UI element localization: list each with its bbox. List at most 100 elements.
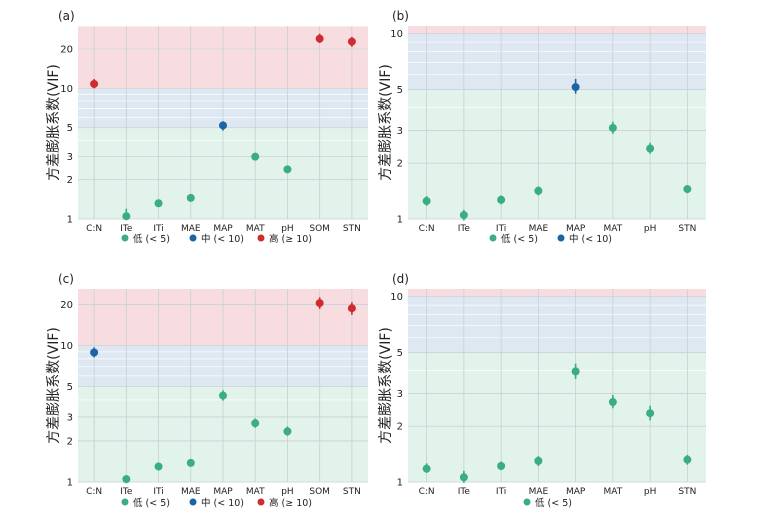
data-point-ph [283,427,292,436]
x-tick-label: pH [644,487,656,497]
x-tick-label: ITi [153,224,163,234]
data-point-ph [646,144,655,153]
y-tick-label: 10 [60,84,73,95]
y-tick-label: 10 [390,292,403,303]
chart-panel-1: 1 2 3 5 10 20 C:N ITe ITi MAE MAP MAT pH SOM STN 方差膨胀系数… [45,9,368,245]
x-tick-label: C:N [86,224,102,234]
y-tick-label: 3 [397,126,403,137]
data-point-mae [186,458,195,467]
vif-band-3 [408,289,706,297]
y-tick-label: 3 [67,412,73,423]
x-tick-label: SOM [309,487,330,497]
y-tick-label: 1 [397,215,403,226]
y-tick-label: 1 [397,478,403,489]
data-point-map [219,121,227,130]
data-point-mae [534,456,543,465]
x-tick-label: MAE [529,487,549,497]
y-tick-label: 10 [60,341,73,352]
chart-panel-3: 1 2 3 5 10 20 C:N ITe ITi MAE MAP MAT pH SOM STN 方差膨胀系数… [45,272,368,509]
y-axis-label: 方差膨胀系数(VIF) [45,327,62,444]
data-point-stn [347,37,356,46]
y-tick-label: 2 [397,422,403,433]
x-tick-label: C:N [419,487,435,497]
data-point-iti [154,462,163,471]
x-tick-label: ITe [120,224,133,234]
x-tick-label: MAP [566,487,586,497]
x-tick-label: MAE [181,487,201,497]
panel-label: (c) [58,272,74,286]
data-point-map [571,367,580,376]
legend-label-low: 低 (< 5) [535,497,572,509]
x-tick-label: MAP [213,487,233,497]
x-tick-label: C:N [419,224,435,234]
y-tick-label: 5 [67,123,73,134]
legend-marker-high [257,498,265,506]
data-point-stn [683,185,692,194]
x-tick-label: pH [281,487,293,497]
y-tick-label: 20 [60,45,73,56]
x-tick-label: pH [281,224,293,234]
y-tick-label: 2 [67,436,73,447]
x-tick-label: STN [343,224,361,234]
x-tick-label: SOM [309,224,330,234]
legend-label-low: 低 (< 5) [133,233,170,245]
data-point-map [219,391,227,400]
x-tick-label: MAT [604,487,623,497]
x-tick-label: ITe [458,487,471,497]
data-point-cn [90,348,99,357]
data-point-ite [459,211,468,220]
x-tick-label: STN [343,487,361,497]
y-tick-label: 3 [67,152,73,163]
x-tick-label: ITi [496,224,506,234]
x-tick-label: ITi [153,487,163,497]
data-point-ite [122,475,131,484]
x-tick-label: STN [678,487,696,497]
x-tick-label: MAP [213,224,233,234]
data-point-cn [90,79,99,88]
x-tick-label: STN [678,224,696,234]
y-axis-label: 方差膨胀系数(VIF) [377,327,394,444]
legend: 低 (< 5) [523,497,572,509]
data-point-cn [422,464,431,473]
x-tick-label: MAP [566,224,586,234]
vif-band-2 [408,296,706,353]
legend-marker-mid [189,498,197,506]
x-tick-label: pH [644,224,656,234]
legend-label-low: 低 (< 5) [501,233,538,245]
data-point-ite [459,473,468,482]
y-tick-label: 1 [67,478,73,489]
y-tick-label: 1 [67,215,73,226]
data-point-iti [497,461,506,470]
data-point-ite [122,212,131,221]
vif-band-3 [408,26,706,34]
data-point-mat [251,152,260,161]
legend-label-mid: 中 (< 10) [201,497,244,509]
data-point-ph [283,165,292,174]
y-tick-label: 2 [397,159,403,170]
legend-label-mid: 中 (< 10) [569,233,612,245]
x-tick-label: MAE [181,224,201,234]
panel-label: (b) [392,9,409,23]
legend-marker-low [121,498,129,506]
x-tick-label: ITe [458,224,471,234]
x-tick-label: ITi [496,487,506,497]
x-tick-label: MAE [529,224,549,234]
legend-marker-mid [557,234,565,242]
data-point-stn [683,455,692,464]
y-tick-label: 10 [390,29,403,40]
y-tick-label: 3 [397,389,403,400]
data-point-mat [251,419,260,428]
data-point-mat [608,123,617,132]
vif-band-1 [408,89,706,220]
data-point-map [571,83,580,92]
legend-label-high: 高 (≥ 10) [269,233,312,245]
y-axis-label: 方差膨胀系数(VIF) [45,64,62,181]
y-tick-label: 5 [397,85,403,96]
legend-marker-low [523,498,531,506]
data-point-mae [186,193,195,202]
legend: 低 (< 5) 中 (< 10) 高 (≥ 10) [121,233,312,245]
legend: 低 (< 5) 中 (< 10) [489,233,612,245]
panel-label: (d) [392,272,409,286]
panel-label: (a) [58,9,75,23]
data-point-mae [534,186,543,195]
